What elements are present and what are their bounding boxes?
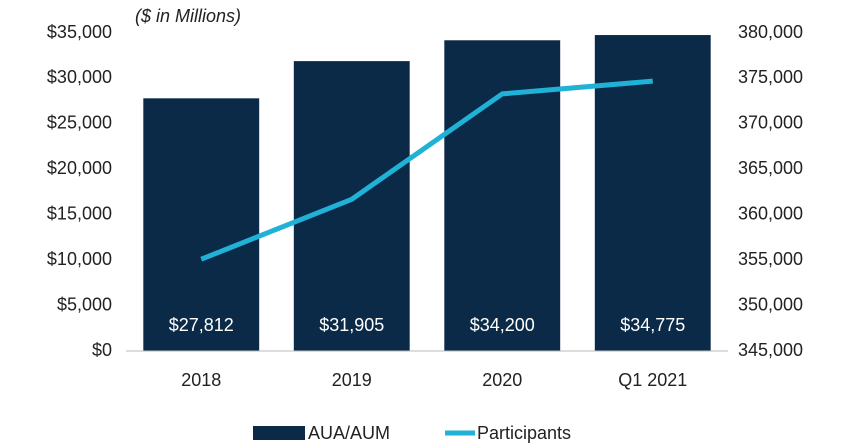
y2-tick-label: 380,000 bbox=[738, 22, 803, 42]
y-tick-label: $0 bbox=[92, 340, 112, 360]
y-tick-label: $20,000 bbox=[47, 158, 112, 178]
bar bbox=[444, 40, 561, 352]
x-tick-label: 2019 bbox=[332, 370, 372, 390]
line bbox=[200, 78, 653, 262]
bar bbox=[594, 35, 711, 352]
chart-subtitle: ($ in Millions) bbox=[135, 6, 241, 26]
y2-tick-label: 365,000 bbox=[738, 158, 803, 178]
x-tick-label: Q1 2021 bbox=[618, 370, 687, 390]
y-tick-label: $5,000 bbox=[57, 294, 112, 314]
y-tick-label: $25,000 bbox=[47, 113, 112, 133]
data-label: $34,200 bbox=[470, 315, 535, 335]
y2-tick-label: 350,000 bbox=[738, 294, 803, 314]
y2-tick-label: 355,000 bbox=[738, 249, 803, 269]
y-tick-label: $30,000 bbox=[47, 67, 112, 87]
x-tick-label: 2020 bbox=[482, 370, 522, 390]
legend-label: AUA/AUM bbox=[308, 423, 390, 443]
legend-label: Participants bbox=[477, 423, 571, 443]
bar bbox=[143, 98, 260, 352]
bar bbox=[293, 61, 410, 351]
data-label: $31,905 bbox=[319, 315, 384, 335]
y-tick-label: $15,000 bbox=[47, 203, 112, 223]
data-label: $34,775 bbox=[620, 315, 685, 335]
x-tick-label: 2018 bbox=[181, 370, 221, 390]
y2-tick-label: 370,000 bbox=[738, 113, 803, 133]
legend-swatch bbox=[253, 426, 305, 440]
y2-tick-label: 345,000 bbox=[738, 340, 803, 360]
y2-tick-label: 375,000 bbox=[738, 67, 803, 87]
y2-tick-label: 360,000 bbox=[738, 203, 803, 223]
data-label: $27,812 bbox=[169, 315, 234, 335]
y-tick-label: $35,000 bbox=[47, 22, 112, 42]
y-tick-label: $10,000 bbox=[47, 249, 112, 269]
